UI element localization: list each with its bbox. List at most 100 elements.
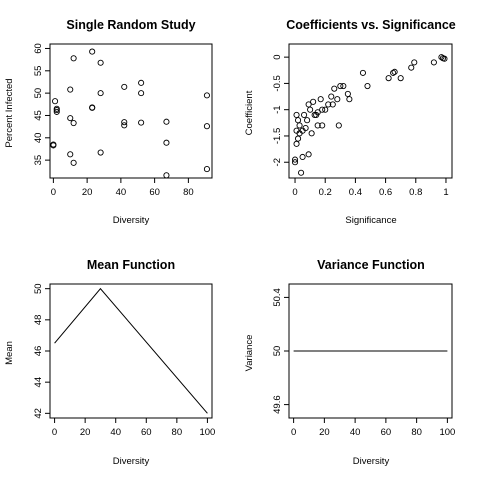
data-point: [328, 93, 335, 100]
data-point: [314, 122, 321, 129]
data-point: [121, 122, 128, 129]
data-point: [67, 86, 74, 93]
y-tick-label: 0: [272, 54, 283, 59]
panel-single-random-study: Single Random Study Diversity Percent In…: [4, 18, 213, 226]
y-axis-label: Variance: [244, 335, 255, 372]
data-point: [53, 108, 60, 115]
y-tick-label: 35: [33, 155, 44, 166]
x-tick-label: 0: [51, 187, 56, 198]
data-point: [397, 75, 404, 82]
data-point: [301, 111, 308, 118]
data-point: [97, 90, 104, 97]
y-tick-label: 60: [33, 43, 44, 54]
y-tick-label: 45: [33, 110, 44, 121]
data-point: [322, 106, 329, 113]
x-tick-label: 40: [116, 187, 127, 198]
data-point: [302, 125, 309, 132]
data-point: [67, 115, 74, 122]
x-tick-label: 0.4: [349, 187, 362, 198]
y-tick-label: 50: [33, 88, 44, 99]
data-point: [291, 156, 299, 163]
data-point: [441, 55, 448, 62]
data-point: [138, 79, 145, 86]
x-axis-label: Diversity: [353, 456, 390, 467]
x-tick-label: 40: [110, 427, 121, 438]
data-point: [53, 107, 60, 114]
y-tick-label: -1.5: [272, 128, 283, 144]
data-point: [138, 90, 145, 97]
data-point: [335, 122, 342, 129]
y-tick-label: 46: [33, 346, 44, 357]
data-point: [308, 130, 315, 137]
data-point: [305, 101, 312, 108]
x-tick-label: 80: [411, 427, 422, 438]
data-point: [391, 68, 398, 75]
data-point: [344, 90, 351, 97]
data-point: [89, 104, 96, 111]
data-point: [52, 98, 59, 105]
x-tick-label: 0: [291, 427, 296, 438]
data-point: [163, 139, 170, 146]
data-point: [385, 75, 392, 82]
data-point: [295, 135, 302, 142]
y-tick-label: 44: [33, 377, 44, 388]
data-point: [438, 54, 445, 61]
x-tick-label: 40: [350, 427, 361, 438]
y-tick-label: 55: [33, 66, 44, 77]
x-tick-label: 0: [52, 427, 57, 438]
data-point: [89, 48, 96, 55]
data-point: [293, 111, 300, 118]
data-point: [203, 166, 210, 173]
data-point: [329, 101, 336, 108]
data-point: [337, 82, 344, 90]
panel-title: Variance Function: [317, 258, 425, 272]
x-tick-label: 20: [319, 427, 330, 438]
data-point: [359, 69, 367, 76]
data-point: [70, 120, 77, 127]
y-axis-label: Percent Infected: [4, 78, 15, 147]
data-point: [305, 151, 312, 158]
x-axis-label: Diversity: [113, 215, 150, 226]
series-line: [54, 287, 208, 414]
data-point: [121, 119, 128, 126]
data-point: [203, 123, 210, 130]
panel-coefficients-vs-significance: Coefficients vs. Significance Significan…: [244, 18, 456, 226]
y-tick-label: 49.6: [272, 395, 283, 414]
data-point: [296, 130, 303, 137]
data-point: [411, 59, 418, 66]
y-tick-label: 50: [272, 346, 283, 357]
data-point: [364, 82, 371, 90]
data-point: [97, 149, 104, 156]
panel-title: Coefficients vs. Significance: [286, 18, 456, 32]
data-point: [299, 153, 306, 161]
panel-title: Single Random Study: [66, 18, 195, 32]
y-axis-label: Coefficient: [244, 90, 255, 135]
x-axis-label: Diversity: [113, 456, 150, 467]
data-point: [97, 59, 104, 66]
x-tick-label: 20: [82, 187, 93, 198]
data-point: [390, 69, 397, 76]
data-point: [70, 159, 77, 166]
data-point: [331, 85, 338, 92]
x-tick-label: 20: [80, 427, 91, 438]
data-point: [317, 96, 324, 103]
y-tick-label: 48: [33, 315, 44, 326]
data-point: [163, 172, 170, 179]
data-point: [50, 142, 57, 149]
y-tick-label: 50.4: [272, 288, 283, 307]
data-point: [296, 122, 303, 129]
data-point: [163, 118, 170, 125]
x-tick-label: 100: [439, 427, 455, 438]
data-point: [121, 83, 128, 90]
data-point: [295, 117, 302, 124]
x-tick-label: 0: [292, 187, 297, 198]
data-point: [340, 82, 347, 90]
y-axis-label: Mean: [4, 341, 15, 365]
x-tick-label: 80: [183, 187, 194, 198]
y-tick-label: 40: [33, 133, 44, 144]
data-point: [310, 98, 317, 105]
data-point: [334, 96, 341, 103]
y-tick-label: -2: [272, 158, 283, 166]
